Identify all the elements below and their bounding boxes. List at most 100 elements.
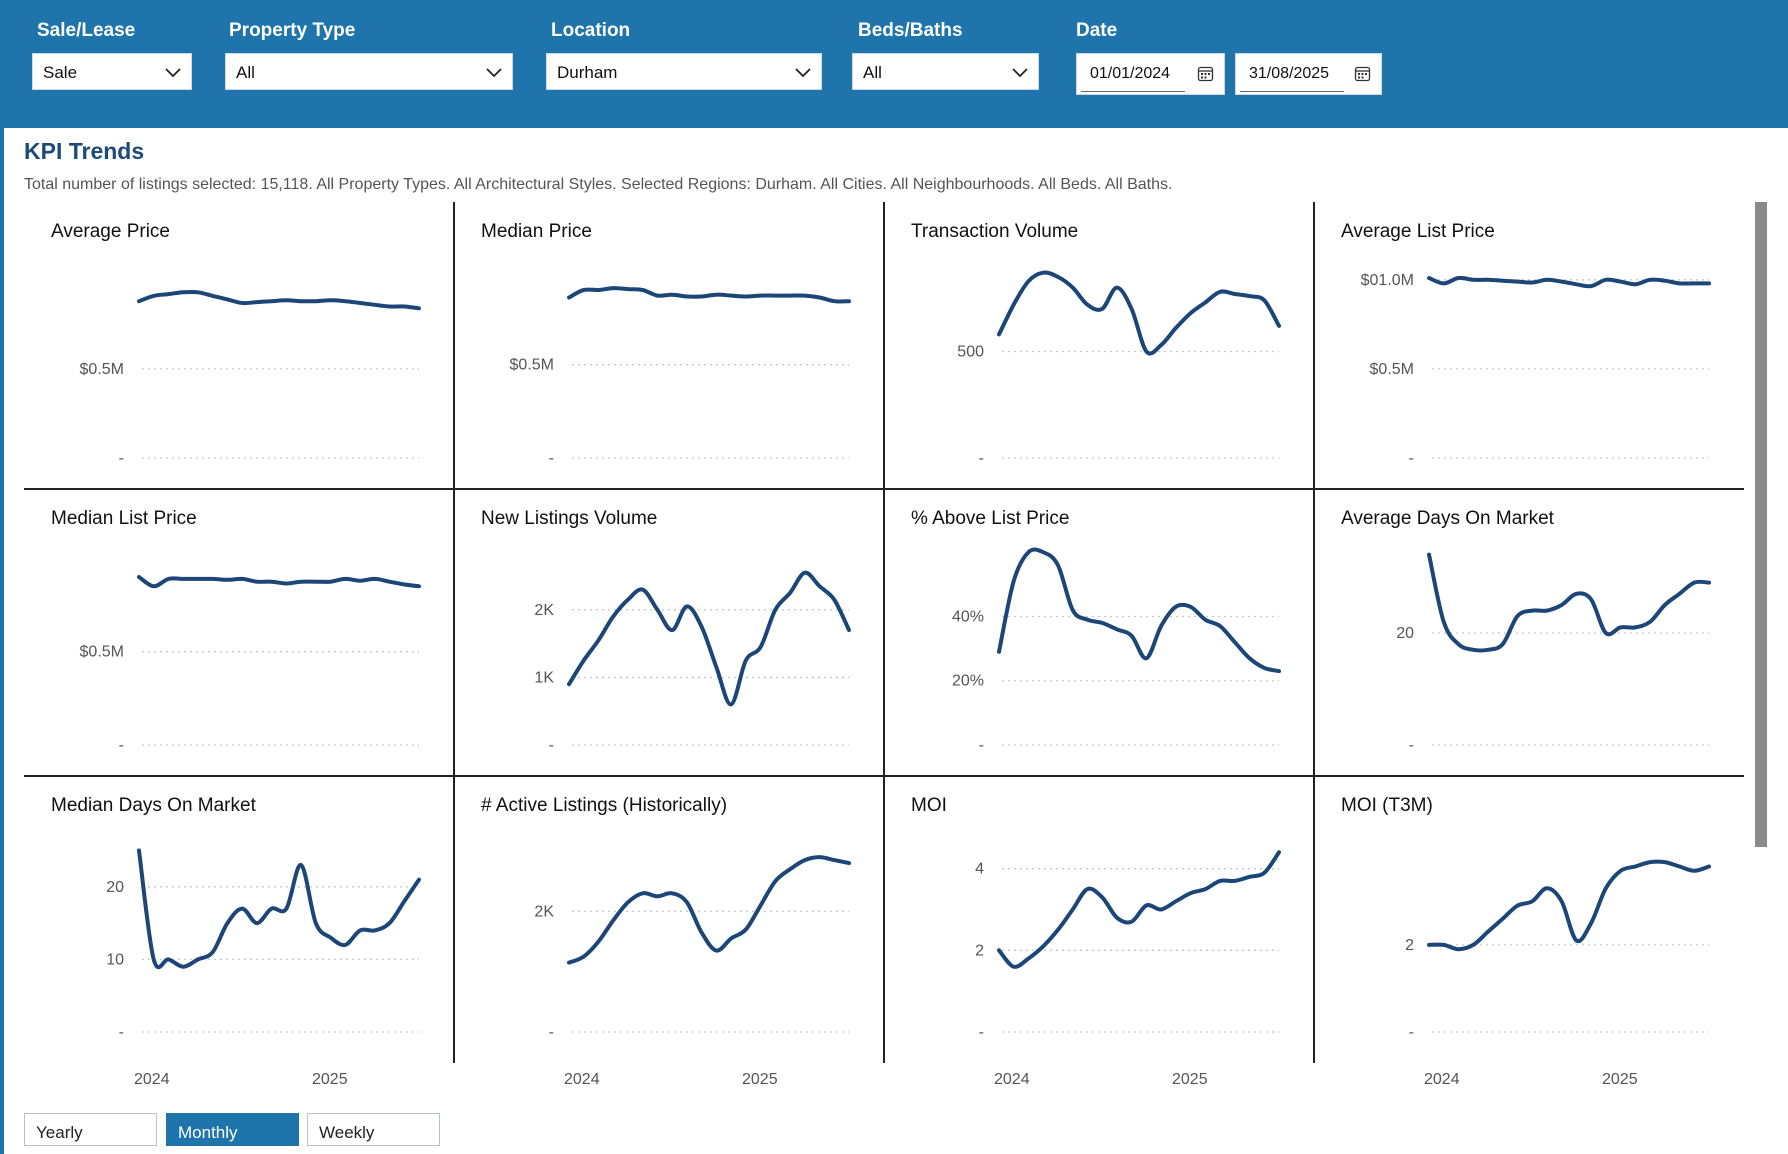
y-tick-label: 500	[957, 343, 984, 360]
y-tick-label: -	[979, 450, 984, 467]
y-tick-label: $0.5M	[80, 644, 124, 661]
kpi-chart[interactable]: 2K - # Active Listings (Historically)	[454, 776, 884, 1063]
chart-title: Median List Price	[51, 508, 197, 529]
chevron-down-icon	[165, 68, 181, 78]
y-tick-label: 2K	[534, 903, 554, 920]
kpi-chart[interactable]: 2K 1K - New Listings Volume	[454, 489, 884, 776]
beds-baths-label: Beds/Baths	[858, 20, 963, 41]
x-axis-label: 2024	[564, 1071, 600, 1088]
kpi-grid: $0.5M - Average Price $0.5M - Median Price 500…	[24, 202, 1744, 1088]
chart-title: MOI (T3M)	[1341, 795, 1433, 816]
beds-baths-value: All	[863, 63, 882, 82]
period-monthly-label: Monthly	[178, 1123, 238, 1142]
chart-title: Average Price	[51, 221, 170, 242]
grid-divider-horizontal	[24, 775, 1744, 777]
sale-lease-value: Sale	[43, 63, 78, 82]
end-date-input[interactable]: 31/08/2025	[1235, 53, 1382, 95]
chart-title: Transaction Volume	[911, 221, 1079, 242]
y-tick-label: -	[549, 1024, 554, 1041]
chart-title: Median Price	[481, 221, 592, 242]
x-axis-label: 2024	[134, 1071, 170, 1088]
kpi-chart[interactable]: $0.5M - Median Price	[454, 202, 884, 489]
grid-divider-vertical	[1313, 202, 1315, 1063]
y-tick-label: 2	[1405, 937, 1414, 954]
chart-title: New Listings Volume	[481, 508, 658, 529]
location-dropdown[interactable]: Durham	[546, 53, 822, 90]
start-date-input[interactable]: 01/01/2024	[1076, 53, 1225, 95]
period-yearly-label: Yearly	[36, 1123, 83, 1142]
kpi-chart[interactable]: $0.5M - Median List Price	[24, 489, 454, 776]
sale-lease-dropdown[interactable]: Sale	[32, 53, 192, 90]
chart-svg: 2K 1K -	[534, 570, 851, 754]
chevron-down-icon	[795, 68, 811, 78]
chart-svg: $0.5M -	[510, 286, 851, 467]
x-axis-label: 2025	[1172, 1071, 1208, 1088]
y-tick-label: 4	[975, 861, 984, 878]
left-edge-accent	[0, 128, 4, 1154]
y-tick-label: -	[979, 1024, 984, 1041]
filter-bar: Sale/Lease Sale Property Type All Locati…	[0, 0, 1788, 128]
property-type-dropdown[interactable]: All	[225, 53, 513, 90]
chart-svg: 20 -	[1396, 552, 1711, 754]
chart-svg: 40% 20% -	[952, 547, 1281, 754]
y-tick-label: -	[979, 737, 984, 754]
chart-svg: $01.0M $0.5M -	[1361, 272, 1711, 467]
selection-summary: Total number of listings selected: 15,11…	[24, 176, 1173, 193]
period-yearly-button[interactable]: Yearly	[24, 1113, 157, 1146]
y-tick-label: -	[1409, 1024, 1414, 1041]
chart-svg: $0.5M -	[80, 289, 421, 467]
property-type-label: Property Type	[229, 20, 356, 41]
x-axis-label: 2025	[312, 1071, 348, 1088]
grid-divider-vertical	[883, 202, 885, 1063]
kpi-chart[interactable]: 500 - Transaction Volume	[884, 202, 1314, 489]
series-line	[1427, 275, 1711, 289]
kpi-chart[interactable]: 20 - Average Days On Market	[1314, 489, 1744, 776]
y-tick-label: -	[549, 450, 554, 467]
kpi-chart[interactable]: 20 10 - Median Days On Market	[24, 776, 454, 1063]
chart-title: # Active Listings (Historically)	[481, 795, 728, 816]
kpi-chart[interactable]: $01.0M $0.5M - Average List Price	[1314, 202, 1744, 489]
y-tick-label: -	[1409, 737, 1414, 754]
period-weekly-label: Weekly	[319, 1123, 375, 1142]
kpi-chart[interactable]: 2 - MOI (T3M)	[1314, 776, 1744, 1063]
chevron-down-icon	[486, 68, 502, 78]
kpi-chart[interactable]: $0.5M - Average Price	[24, 202, 454, 489]
calendar-icon[interactable]	[1354, 65, 1371, 82]
series-line	[567, 855, 851, 965]
y-tick-label: 20%	[952, 673, 984, 690]
scrollbar-thumb[interactable]	[1755, 202, 1767, 847]
end-date-value: 31/08/2025	[1249, 65, 1330, 82]
location-value: Durham	[557, 63, 618, 82]
chevron-down-icon	[1012, 68, 1028, 78]
chart-title: % Above List Price	[911, 508, 1070, 529]
x-axis-label: 2024	[994, 1071, 1030, 1088]
period-weekly-button[interactable]: Weekly	[307, 1113, 440, 1146]
y-tick-label: 20	[106, 879, 124, 896]
grid-divider-horizontal	[24, 488, 1744, 490]
calendar-icon[interactable]	[1197, 65, 1214, 82]
location-label: Location	[551, 20, 631, 41]
period-monthly-button[interactable]: Monthly	[166, 1113, 299, 1146]
y-tick-label: -	[1409, 450, 1414, 467]
series-line	[567, 286, 851, 304]
chart-title: MOI	[911, 795, 947, 816]
beds-baths-dropdown[interactable]: All	[852, 53, 1039, 90]
chart-svg: 4 2 -	[975, 850, 1281, 1041]
date-label: Date	[1076, 20, 1118, 41]
chart-title: Average List Price	[1341, 221, 1495, 242]
y-tick-label: -	[119, 450, 124, 467]
kpi-chart[interactable]: 40% 20% - % Above List Price	[884, 489, 1314, 776]
series-line	[1427, 859, 1711, 952]
series-line	[997, 547, 1281, 674]
start-date-underline	[1081, 91, 1185, 92]
y-tick-label: $0.5M	[80, 361, 124, 378]
property-type-value: All	[236, 63, 255, 82]
kpi-chart[interactable]: 4 2 - MOI	[884, 776, 1314, 1063]
series-line	[137, 848, 421, 970]
series-line	[997, 850, 1281, 969]
series-line	[137, 289, 421, 311]
y-tick-label: 2K	[534, 602, 554, 619]
y-tick-label: 40%	[952, 608, 984, 625]
series-line	[567, 570, 851, 707]
y-tick-label: 1K	[534, 669, 554, 686]
